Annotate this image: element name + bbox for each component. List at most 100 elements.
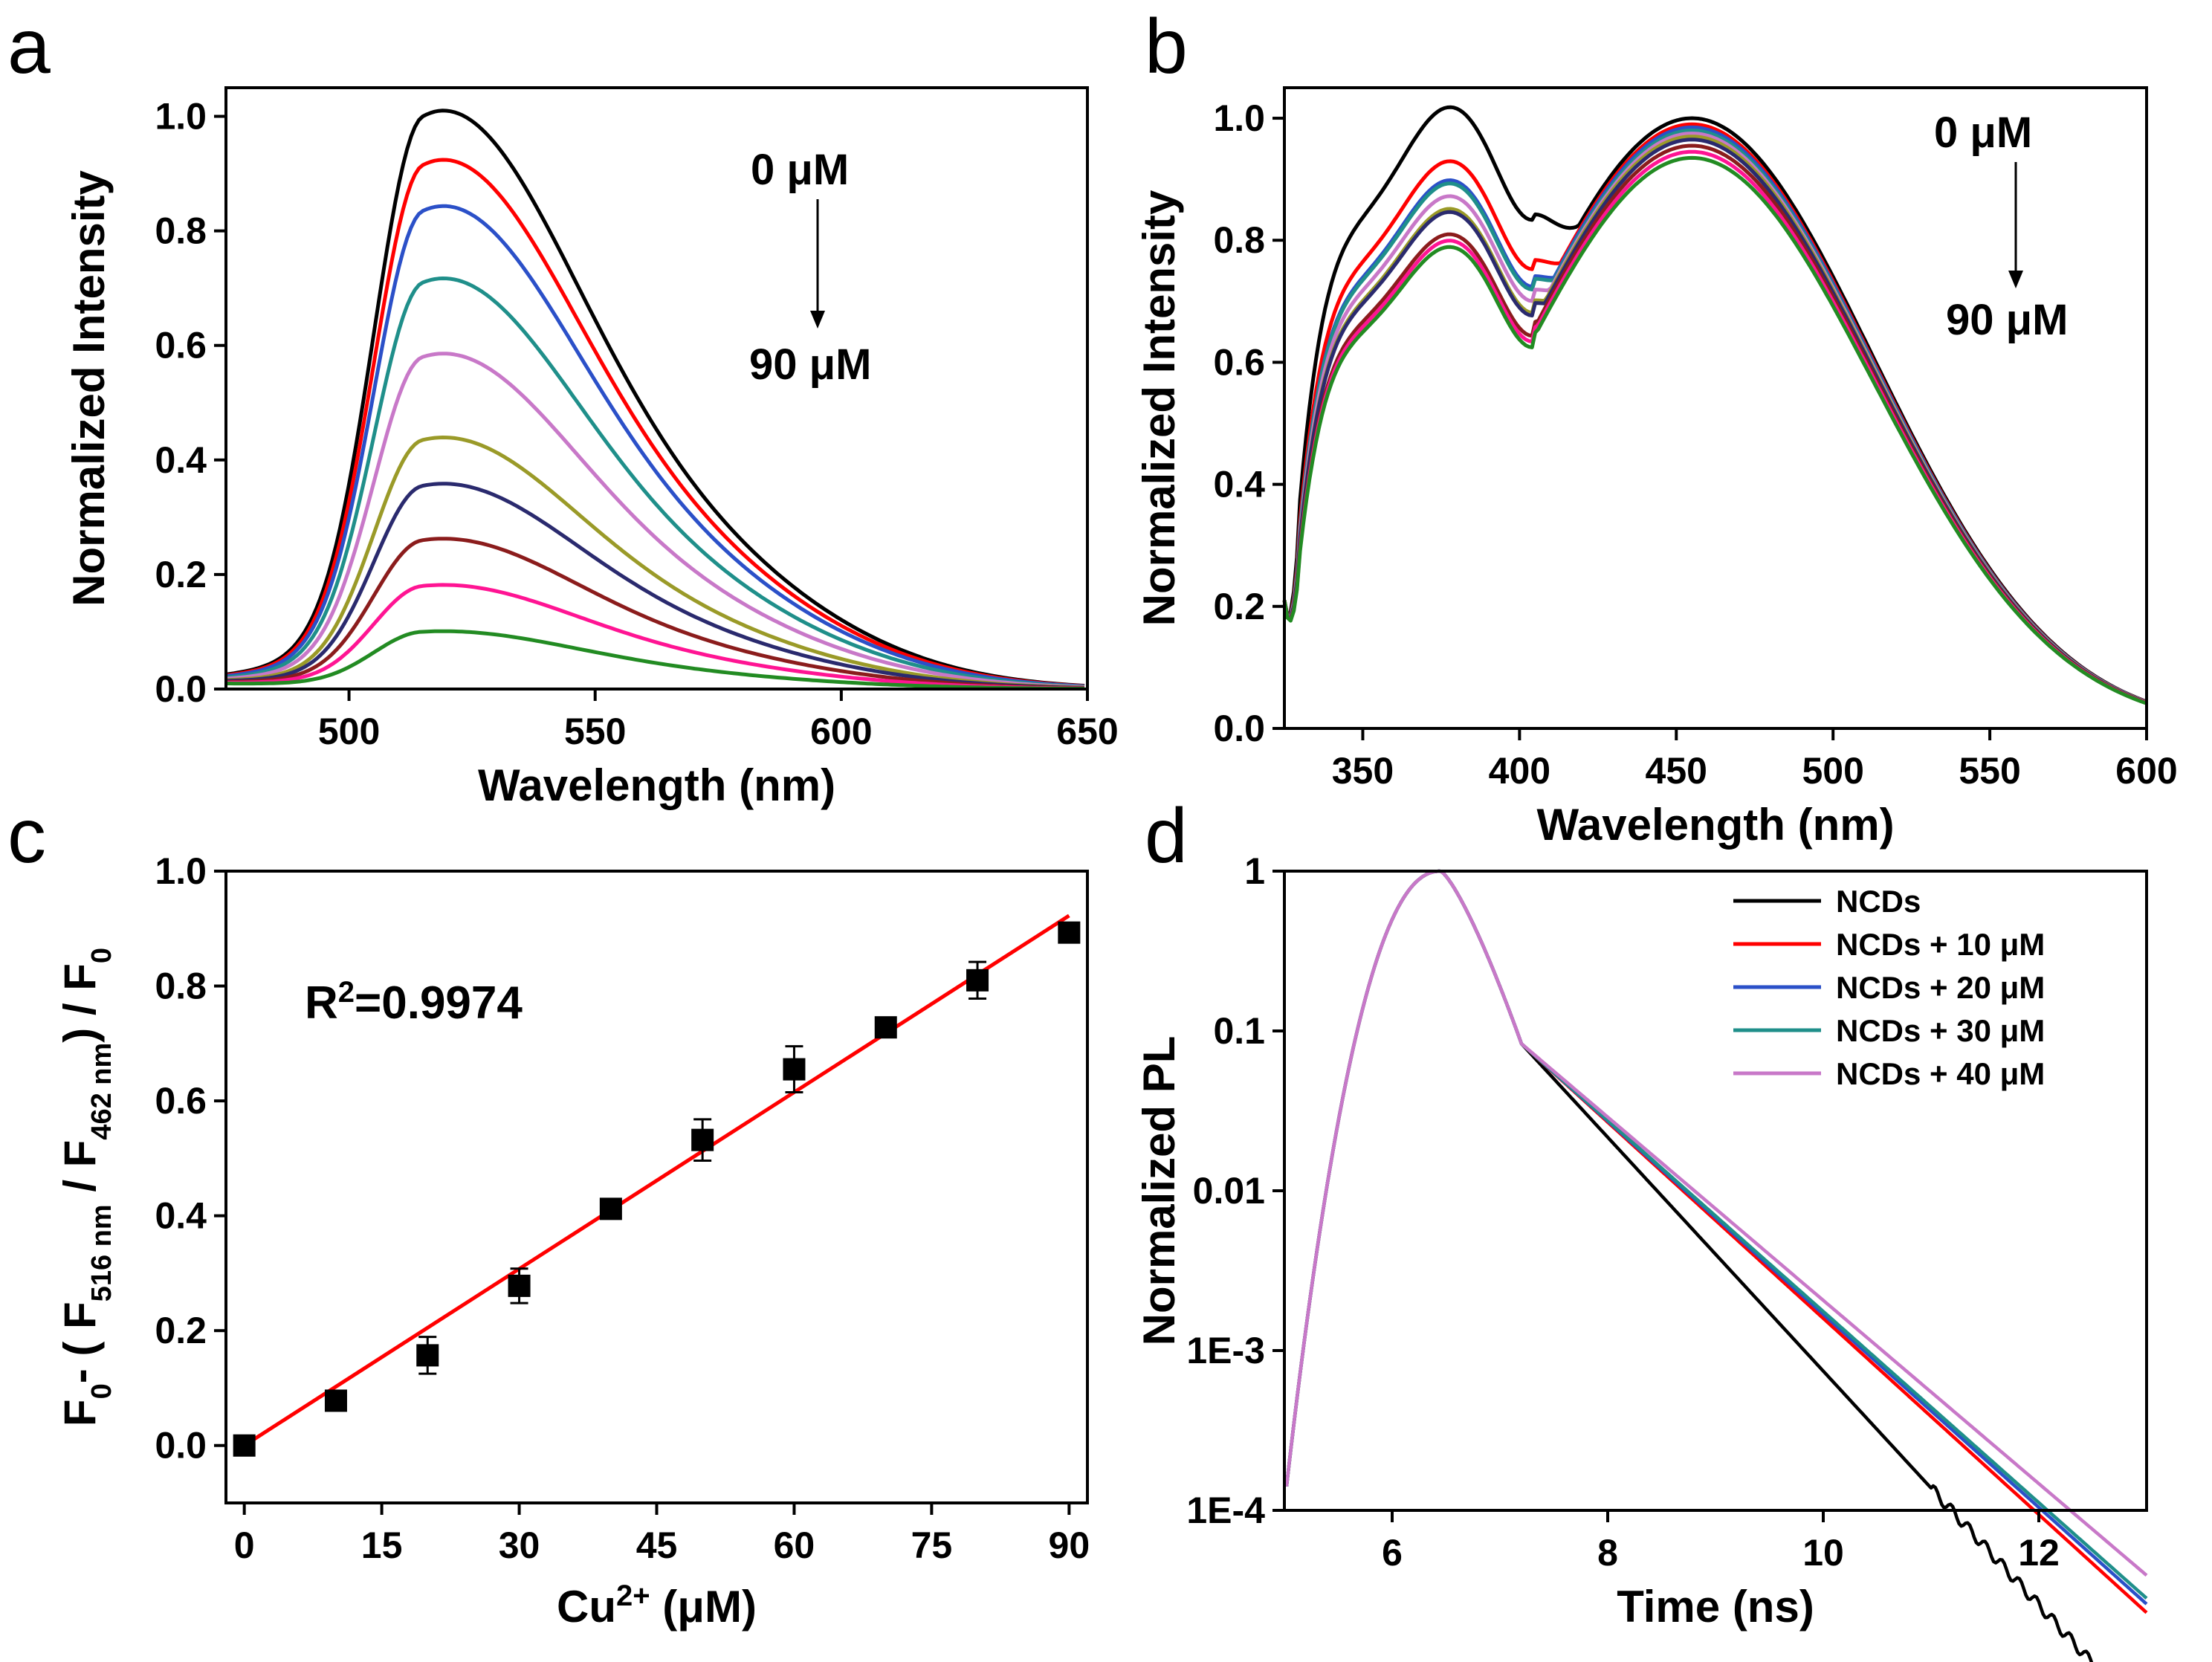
y-axis-title-sub-3: 516 nm <box>86 1204 117 1302</box>
y-axis-title-part-6: ) / F <box>55 963 105 1043</box>
series-line-5 <box>225 436 1085 690</box>
legend-label-0: NCDs <box>1836 884 1921 919</box>
y-tick-label: 0.2 <box>155 1310 207 1351</box>
annotation-top: 0 μM <box>751 146 849 194</box>
y-axis-title-sub-5: 462 nm <box>86 1043 117 1140</box>
x-axis-title: Cu2+ (μM) <box>557 1579 757 1632</box>
data-point-2 <box>416 1344 439 1367</box>
x-tick-label: 550 <box>564 711 626 752</box>
annotation-top: 0 μM <box>1934 109 2032 157</box>
legend-label-3: NCDs + 30 μM <box>1836 1013 2045 1048</box>
x-tick-label: 45 <box>636 1524 678 1566</box>
x-tick-label: 350 <box>1332 750 1394 792</box>
panel-label: b <box>1145 4 1188 90</box>
x-tick-label: 10 <box>1802 1532 1844 1574</box>
x-axis-title: Wavelength (nm) <box>478 760 835 810</box>
y-tick-label: 0.1 <box>1213 1010 1265 1052</box>
data-point-0 <box>233 1434 256 1457</box>
r-squared-label: R2=0.9974 <box>305 976 523 1029</box>
x-axis-title: Time (ns) <box>1617 1582 1814 1632</box>
x-tick-label: 8 <box>1597 1532 1618 1574</box>
y-tick-label: 0.6 <box>1213 341 1265 383</box>
y-tick-label: 1E-3 <box>1186 1330 1265 1371</box>
fit-line <box>243 914 1070 1447</box>
x-tick-label: 650 <box>1056 711 1118 752</box>
series-line-4 <box>1282 132 2147 705</box>
series-line-1 <box>225 158 1085 688</box>
x-tick-label: 550 <box>1959 750 2020 792</box>
y-tick-label: 1.0 <box>155 96 207 138</box>
legend-label-2: NCDs + 20 μM <box>1836 970 2045 1005</box>
y-axis-title: F0- ( F516 nm / F462 nm) / F0 <box>55 948 117 1426</box>
y-tick-label: 0.0 <box>1213 708 1265 749</box>
x-tick-label: 60 <box>774 1524 815 1566</box>
series-line-2 <box>225 204 1085 688</box>
x-tick-label: 400 <box>1489 750 1550 792</box>
panel-c: 0 15 30 45 60 75 90 0.0 0.2 0.4 0.6 0.8 1.0 Cu2+ (μM)… <box>7 793 1090 1632</box>
y-axis-title-part-4: / F <box>55 1140 105 1205</box>
plot-frame <box>1283 870 2148 1512</box>
data-point-1 <box>324 1389 347 1412</box>
x-tick-label: 30 <box>499 1524 540 1566</box>
series-line-4 <box>225 352 1085 689</box>
series-line-0 <box>225 109 1085 688</box>
y-tick-label: 0.4 <box>1213 464 1265 505</box>
data-point-8 <box>966 969 989 992</box>
x-tick-label: 500 <box>1802 750 1863 792</box>
annotation-arrow-head <box>2008 271 2023 288</box>
series-line-7 <box>225 537 1085 691</box>
y-tick-label: 0.4 <box>155 439 207 481</box>
y-tick-label: 0.8 <box>155 966 207 1007</box>
y-axis-title: Normalized PL <box>1134 1036 1184 1346</box>
series-line-7 <box>1282 143 2147 705</box>
x-tick-label: 90 <box>1049 1524 1090 1566</box>
y-tick-label: 0.0 <box>155 1425 207 1467</box>
y-tick-label: 1.0 <box>1213 97 1265 139</box>
series-line-4 <box>1284 869 2148 1577</box>
x-tick-label: 0 <box>234 1524 255 1566</box>
x-axis-title-rest: (μM) <box>650 1582 757 1632</box>
r-squared-sup: 2 <box>338 976 355 1009</box>
x-tick-label: 450 <box>1646 750 1707 792</box>
y-tick-label: 0.2 <box>1213 586 1265 627</box>
data-point-3 <box>508 1274 531 1297</box>
x-axis-title: Wavelength (nm) <box>1536 800 1894 850</box>
panel-a: 500 550 600 650 0.0 0.2 0.4 0.6 0.8 1.0 Wavelength… <box>7 4 1119 810</box>
x-tick-label: 12 <box>2018 1532 2060 1574</box>
x-tick-label: 15 <box>361 1524 403 1566</box>
plot-frame <box>1283 86 2148 730</box>
panel-b: 350 400 450 500 550 600 0.0 0.2 0.4 0.6 0.8 1.0 Wave… <box>1134 4 2178 850</box>
y-tick-label: 0.4 <box>155 1195 207 1237</box>
annotation-bottom: 90 μM <box>1946 296 2068 344</box>
x-tick-label: 600 <box>2115 750 2177 792</box>
y-axis-title-sub-1: 0 <box>86 1383 117 1399</box>
data-point-4 <box>599 1197 622 1220</box>
x-tick-label: 600 <box>810 711 872 752</box>
series-line-9 <box>226 629 1084 691</box>
x-axis-title-main: Cu <box>557 1582 616 1632</box>
series-line-9 <box>1282 155 2147 705</box>
r-squared-value: =0.9974 <box>355 977 523 1029</box>
data-point-5 <box>691 1128 714 1151</box>
y-tick-label: 0.8 <box>155 210 207 252</box>
data-point-9 <box>1058 921 1081 944</box>
panel-label: a <box>7 4 51 90</box>
series-line-3 <box>225 277 1085 689</box>
y-tick-label: 0.2 <box>155 554 207 595</box>
series-line-3 <box>1282 129 2147 705</box>
annotation-bottom: 90 μM <box>749 340 871 389</box>
y-tick-label: 0.8 <box>1213 219 1265 261</box>
y-tick-label: 0.6 <box>155 1080 207 1122</box>
y-tick-label: 1.0 <box>155 850 207 892</box>
y-axis-title: Normalized Intensity <box>1134 190 1184 626</box>
x-tick-label: 500 <box>318 711 380 752</box>
legend-label-1: NCDs + 10 μM <box>1836 927 2045 962</box>
y-axis-title: Normalized Intensity <box>64 169 114 606</box>
x-axis-title-sup: 2+ <box>616 1579 650 1612</box>
y-tick-label: 1 <box>1244 850 1265 892</box>
y-tick-label: 0.01 <box>1193 1170 1265 1212</box>
legend: NCDs NCDs + 10 μM NCDs + 20 μM NCDs + 30 μM… <box>1733 884 2045 1091</box>
panel-label: c <box>7 793 46 879</box>
annotation-arrow-head <box>810 311 825 329</box>
x-tick-label: 6 <box>1382 1532 1403 1574</box>
